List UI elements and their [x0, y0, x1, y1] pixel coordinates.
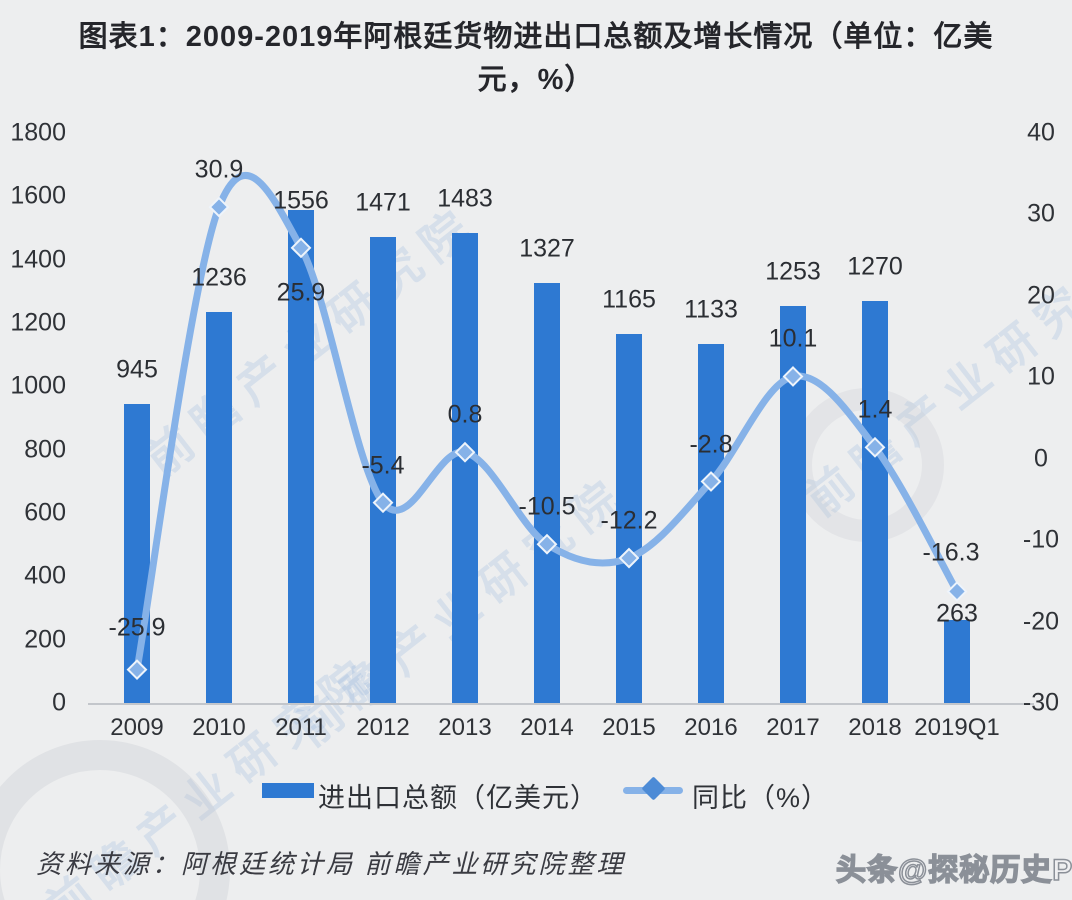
line-value-label: -2.8 [689, 430, 733, 458]
x-axis-label: 2019Q1 [914, 714, 1000, 741]
y-axis-tick-left: 1800 [10, 118, 66, 147]
bar-2010 [206, 311, 232, 703]
line-value-label: -5.4 [361, 451, 405, 480]
x-axis-label: 2017 [766, 714, 820, 741]
bar-2016 [698, 344, 724, 703]
x-axis-label: 2018 [848, 714, 902, 741]
y-axis-tick-right: -20 [1022, 607, 1060, 636]
line-marker-2019Q1 [946, 581, 968, 602]
bar-value-label: 1270 [847, 252, 903, 281]
y-axis-tick-left: 0 [52, 688, 66, 717]
line-value-label: -16.3 [922, 538, 980, 567]
x-axis-label: 2013 [438, 714, 492, 741]
bar-2013 [452, 233, 478, 703]
legend-bar-label: 进出口总额（亿美元） [318, 783, 598, 813]
line-value-label: -25.9 [108, 613, 166, 642]
y-axis-tick-left: 1000 [10, 371, 66, 400]
bar-value-label: 1483 [437, 184, 493, 213]
x-axis-label: 2014 [520, 714, 574, 741]
x-axis-line [88, 703, 1034, 705]
x-axis-label: 2009 [110, 714, 164, 741]
bar-value-label: 1471 [355, 188, 411, 217]
x-axis-label: 2016 [684, 714, 738, 741]
bar-value-label: 1253 [765, 257, 821, 286]
y-axis-tick-right: -30 [1022, 688, 1060, 717]
y-axis-tick-left: 1400 [10, 245, 66, 274]
y-axis-tick-left: 200 [24, 625, 66, 654]
y-axis-tick-left: 600 [24, 498, 66, 527]
y-axis-tick-right: 0 [1034, 444, 1048, 473]
bar-value-label: 1236 [191, 263, 247, 292]
y-axis-tick-right: 40 [1027, 118, 1055, 147]
line-value-label: 1.4 [857, 395, 893, 424]
y-axis-tick-right: 20 [1027, 281, 1055, 310]
y-axis-tick-right: 30 [1027, 199, 1055, 228]
line-value-label: 10.1 [768, 324, 818, 353]
x-axis-label: 2010 [192, 714, 246, 741]
chart-title-line1: 图表1：2009-2019年阿根廷货物进出口总额及增长情况（单位：亿美 [78, 21, 994, 53]
legend-bar-swatch [262, 783, 314, 798]
bar-2018 [862, 300, 888, 703]
bar-value-label: 1556 [273, 186, 329, 215]
y-axis-tick-left: 400 [24, 561, 66, 590]
bar-value-label: 1133 [684, 295, 738, 324]
line-value-label: -10.5 [518, 492, 576, 521]
line-marker-2010 [208, 196, 230, 218]
legend-diamond-marker [641, 776, 666, 801]
bar-2017 [780, 306, 806, 703]
bar-value-label: 1165 [602, 285, 656, 314]
y-axis-tick-left: 800 [24, 435, 66, 464]
bar-value-label: 263 [936, 599, 978, 628]
x-axis-label: 2015 [602, 714, 656, 741]
y-axis-tick-left: 1600 [10, 181, 66, 210]
y-axis-tick-right: 10 [1027, 362, 1055, 391]
x-axis-label: 2011 [275, 714, 327, 741]
y-axis-tick-left: 1200 [10, 308, 66, 337]
chart-title-line2: 元，%） [477, 64, 595, 96]
bar-value-label: 1327 [519, 234, 575, 263]
line-value-label: 25.9 [276, 278, 326, 307]
legend-line-label: 同比（%） [692, 783, 830, 813]
chart-title: 图表1：2009-2019年阿根廷货物进出口总额及增长情况（单位：亿美 元，%） [25, 16, 1047, 102]
bar-2009 [124, 403, 150, 703]
line-value-label: 0.8 [447, 400, 483, 429]
x-axis-label: 2012 [356, 714, 410, 741]
bar-value-label: 945 [116, 355, 158, 384]
bottom-right-watermark: 头条@探秘历史PP [835, 853, 1072, 888]
line-value-label: -12.2 [600, 506, 658, 535]
y-axis-tick-right: -10 [1022, 525, 1060, 554]
line-value-label: 30.9 [194, 155, 244, 184]
source-note: 资料来源：阿根廷统计局 前瞻产业研究院整理 [36, 850, 626, 879]
bar-2019Q1 [944, 619, 970, 703]
